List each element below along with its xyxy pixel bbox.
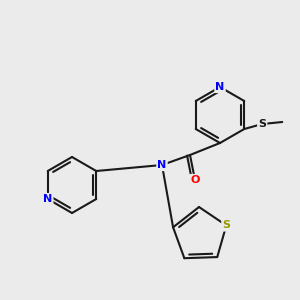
Text: N: N <box>158 160 166 170</box>
Text: S: S <box>258 119 266 129</box>
Text: S: S <box>222 220 230 230</box>
Text: N: N <box>215 82 225 92</box>
Text: N: N <box>43 194 52 204</box>
Text: O: O <box>190 175 200 185</box>
